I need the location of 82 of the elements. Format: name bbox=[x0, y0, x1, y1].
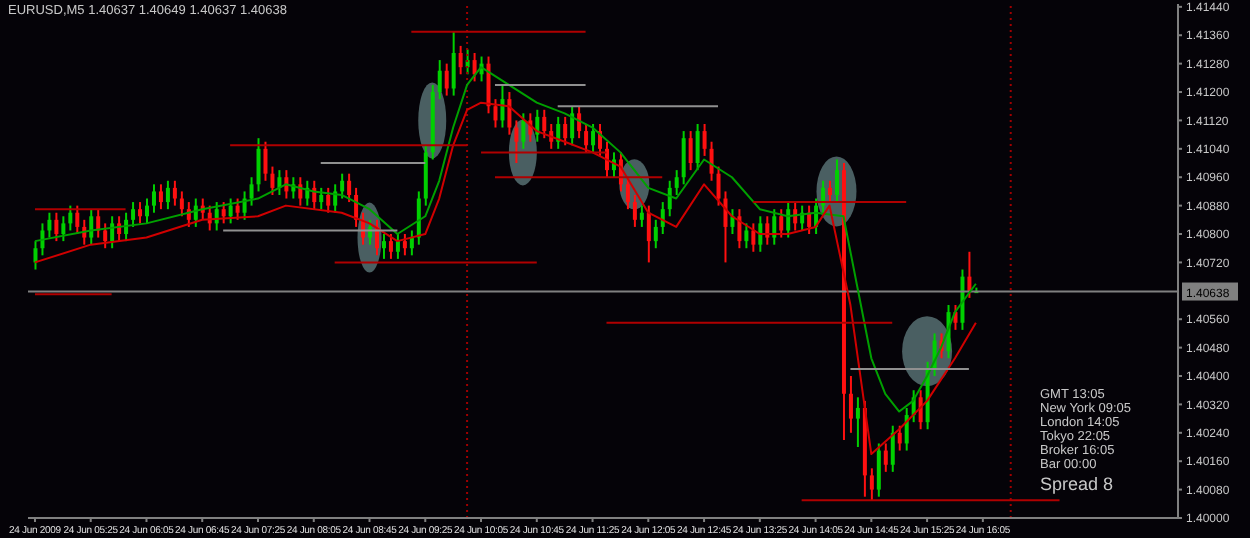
candlestick bbox=[103, 222, 108, 250]
candlestick bbox=[145, 197, 149, 225]
candlestick bbox=[835, 158, 839, 204]
candlestick bbox=[730, 208, 735, 236]
candlestick bbox=[340, 172, 345, 200]
candlestick bbox=[270, 165, 275, 196]
candlestick bbox=[228, 197, 233, 225]
candlestick bbox=[437, 59, 442, 101]
candlestick bbox=[779, 208, 784, 239]
candlestick bbox=[625, 176, 630, 211]
candlestick bbox=[828, 179, 833, 204]
candlestick bbox=[235, 197, 240, 221]
candlestick bbox=[521, 112, 526, 150]
candlestick bbox=[744, 222, 749, 250]
candlestick bbox=[54, 211, 59, 243]
candlestick bbox=[883, 442, 888, 473]
candlestick bbox=[138, 201, 143, 225]
candlestick bbox=[110, 215, 115, 250]
candlestick bbox=[737, 208, 742, 250]
candlestick bbox=[458, 44, 463, 76]
candlestick bbox=[563, 115, 568, 147]
candlestick bbox=[75, 204, 80, 236]
candlestick bbox=[570, 105, 575, 147]
candlestick bbox=[472, 51, 477, 83]
candlestick bbox=[131, 201, 136, 228]
candlestick bbox=[772, 208, 777, 246]
candlestick bbox=[591, 122, 596, 154]
candlestick bbox=[249, 176, 254, 207]
candlestick bbox=[172, 179, 177, 207]
candlestick bbox=[68, 204, 73, 232]
candlestick bbox=[151, 183, 156, 214]
candlestick bbox=[179, 190, 184, 218]
candlestick bbox=[639, 204, 644, 228]
candlestick bbox=[326, 186, 331, 214]
candlestick bbox=[765, 215, 770, 246]
candlestick bbox=[758, 215, 763, 253]
candlestick bbox=[584, 122, 589, 154]
candlestick bbox=[695, 122, 700, 172]
candlestick bbox=[653, 218, 658, 250]
candlestick bbox=[158, 183, 163, 211]
candlestick bbox=[890, 424, 895, 473]
candlestick bbox=[61, 215, 66, 243]
candlestick bbox=[33, 240, 38, 271]
candlestick bbox=[632, 193, 637, 228]
line-series bbox=[33, 66, 977, 413]
candlestick bbox=[89, 208, 94, 246]
candlestick bbox=[451, 30, 456, 97]
candlestick bbox=[688, 130, 693, 172]
candlestick bbox=[402, 233, 407, 257]
candlestick bbox=[47, 211, 52, 239]
candlestick bbox=[514, 119, 519, 165]
candlestick bbox=[388, 233, 393, 260]
candlestick bbox=[876, 442, 881, 498]
candlestick bbox=[646, 204, 651, 264]
annotation: Spread 8 bbox=[1040, 474, 1116, 496]
candlestick bbox=[751, 222, 756, 253]
candlestick bbox=[444, 62, 449, 97]
candlestick bbox=[298, 176, 303, 207]
candlestick bbox=[897, 424, 902, 452]
candlestick bbox=[556, 115, 561, 150]
candlestick bbox=[709, 140, 714, 182]
candlestick bbox=[681, 130, 686, 186]
candlestick bbox=[542, 108, 547, 140]
candlestick bbox=[165, 179, 170, 211]
candlestick bbox=[674, 169, 679, 196]
candlestick bbox=[855, 396, 860, 449]
candlestick bbox=[423, 144, 428, 207]
candlestick bbox=[347, 172, 352, 204]
candlestick bbox=[263, 140, 268, 182]
candlestick bbox=[869, 467, 874, 502]
candlestick bbox=[319, 186, 324, 211]
candlestick bbox=[256, 137, 261, 193]
candlestick bbox=[702, 122, 707, 157]
candlestick bbox=[967, 250, 972, 299]
line-series bbox=[33, 101, 977, 456]
candlestick bbox=[333, 183, 338, 214]
candlestick bbox=[821, 179, 826, 214]
candlestick bbox=[221, 201, 226, 225]
candlestick bbox=[507, 91, 512, 136]
candlestick bbox=[395, 233, 400, 260]
candlestick bbox=[848, 375, 853, 434]
candlestick bbox=[381, 233, 386, 260]
